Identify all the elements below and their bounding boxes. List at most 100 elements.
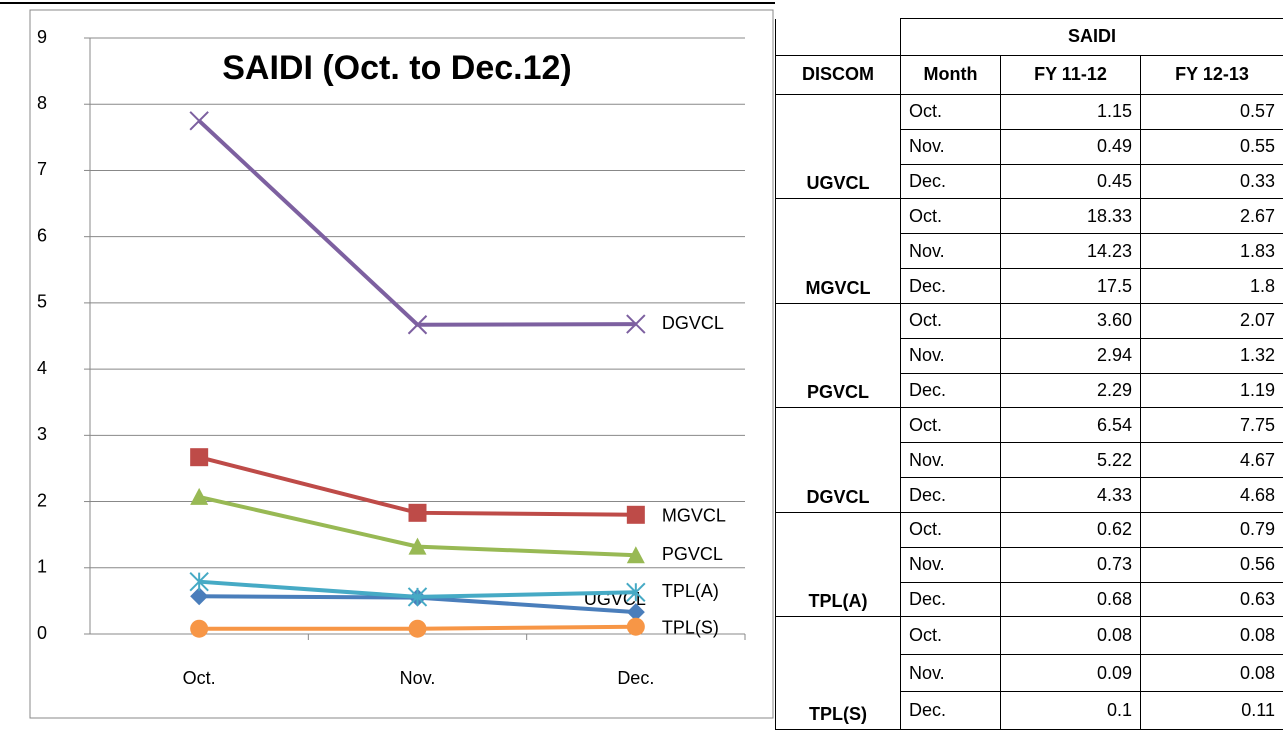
marker	[407, 587, 428, 607]
table-cell: Dec.	[900, 163, 1001, 200]
table-cell: 1.8	[1140, 268, 1283, 304]
marker	[190, 487, 209, 505]
marker	[626, 617, 645, 636]
marker	[626, 505, 645, 524]
table-cell: 4.33	[1000, 477, 1141, 513]
table-cell: Month	[900, 54, 1001, 95]
table-cell: 2.67	[1140, 198, 1283, 235]
y-tick-label: 8	[37, 93, 47, 113]
table-cell: 5.22	[1000, 442, 1141, 479]
table-cell: 4.68	[1140, 477, 1283, 513]
chart-frame	[29, 9, 774, 719]
table-row: TPL(A) Oct. 0.62 0.79	[775, 511, 1283, 618]
table-cell: Oct.	[900, 302, 1001, 339]
table-cell: DISCOM	[775, 54, 901, 95]
table-cell: 14.23	[1000, 233, 1141, 270]
marker	[408, 619, 427, 638]
table-cell: FY 11-12	[1000, 54, 1141, 95]
table-cell: Oct.	[900, 407, 1001, 444]
table-row: TPL(S) Oct. 0.08 0.08	[775, 616, 1283, 730]
y-tick-label: 1	[37, 557, 47, 577]
table-cell: 0.68	[1000, 581, 1141, 618]
x-tick-label: Dec.	[617, 668, 654, 688]
table-row: Dec. 4.33 4.68	[776, 477, 1283, 513]
table-cell	[775, 18, 901, 56]
series-line	[197, 119, 636, 327]
table-cell: 1.32	[1140, 337, 1283, 374]
table-cell: Oct.	[900, 93, 1001, 130]
table-cell: 2.94	[1000, 337, 1141, 374]
chart-title: SAIDI (Oct. to Dec.12)	[222, 49, 572, 87]
table-cell: PGVCL	[775, 302, 901, 409]
marker	[626, 314, 646, 334]
table-row: DISCOM Month FY 11-12 FY 12-13	[775, 54, 1283, 95]
y-tick-label: 7	[37, 159, 47, 179]
y-tick-label: 6	[37, 225, 47, 245]
table-row: Nov. 0.09 0.08	[776, 653, 1283, 693]
table-row: UGVCL Oct. 1.15 0.57	[775, 93, 1283, 200]
table-cell: Nov.	[900, 233, 1001, 270]
y-tick-label: 0	[37, 623, 47, 643]
table-cell: Dec.	[900, 691, 1001, 730]
marker	[190, 619, 209, 638]
table-cell: FY 12-13	[1140, 54, 1283, 95]
table-cell: 6.54	[1000, 407, 1141, 444]
series-label: PGVCL	[662, 544, 723, 564]
series-label: MGVCL	[662, 506, 726, 526]
table-row: Dec. 17.5 1.8	[776, 268, 1283, 304]
table-cell: 0.63	[1140, 581, 1283, 618]
table-cell: 3.60	[1000, 302, 1141, 339]
table-cell: 0.57	[1140, 93, 1283, 130]
series-label: DGVCL	[662, 313, 724, 333]
table-cell: 2.07	[1140, 302, 1283, 339]
table-cell: 0.62	[1000, 511, 1141, 548]
chart: SAIDI (Oct. to Dec.12) 0 1 2 3 4 5 6 7 8 9 Oct. Nov…	[0, 2, 775, 719]
marker	[190, 448, 209, 467]
table-cell: 0.08	[1000, 616, 1141, 655]
marker	[190, 587, 209, 606]
marker	[407, 315, 428, 335]
table-cell: 18.33	[1000, 198, 1141, 235]
table-cell: Dec.	[900, 372, 1001, 409]
table-cell: 0.73	[1000, 546, 1141, 583]
table-row: Nov. 2.94 1.32	[776, 337, 1283, 374]
y-tick-label: 2	[37, 490, 47, 510]
table-cell: Nov.	[900, 546, 1001, 583]
table-cell: DGVCL	[775, 407, 901, 513]
table-cell: 0.45	[1000, 163, 1141, 200]
table-cell: 7.75	[1140, 407, 1283, 444]
table-cell: Oct.	[900, 198, 1001, 235]
table-row: Nov. 5.22 4.67	[776, 442, 1283, 479]
table-cell: Nov.	[900, 337, 1001, 374]
y-tick-label: 5	[37, 292, 47, 312]
marker	[189, 571, 209, 592]
y-tick-label: 9	[37, 27, 47, 47]
table-cell: 1.15	[1000, 93, 1141, 130]
table-row: Nov. 0.73 0.56	[776, 546, 1283, 583]
table-cell: 0.11	[1140, 691, 1283, 730]
table-row: Dec. 0.1 0.11	[776, 691, 1283, 730]
table-cell: 0.56	[1140, 546, 1283, 583]
marker	[408, 537, 427, 555]
table-cell: 1.19	[1140, 372, 1283, 409]
table-cell: Dec.	[900, 477, 1001, 513]
table-cell: 1.83	[1140, 233, 1283, 270]
table-cell: MGVCL	[775, 198, 901, 304]
y-tick-label: 4	[37, 358, 47, 378]
table-cell: Nov.	[900, 653, 1001, 693]
marker	[189, 111, 209, 131]
table-cell: Dec.	[900, 268, 1001, 304]
table-cell: UGVCL	[775, 93, 901, 200]
table-row: MGVCL Oct. 18.33 2.67	[775, 198, 1283, 304]
table-row: Nov. 0.49 0.55	[776, 128, 1283, 165]
table-cell: 2.29	[1000, 372, 1141, 409]
y-tick-label: 3	[37, 424, 47, 444]
table-cell: 0.33	[1140, 163, 1283, 200]
table-row: Dec. 0.45 0.33	[776, 163, 1283, 200]
marker	[626, 603, 645, 622]
table-cell: 0.55	[1140, 128, 1283, 165]
x-tick-label: Oct.	[183, 668, 216, 688]
table-cell: TPL(S)	[775, 616, 901, 730]
table-cell: Oct.	[900, 511, 1001, 548]
